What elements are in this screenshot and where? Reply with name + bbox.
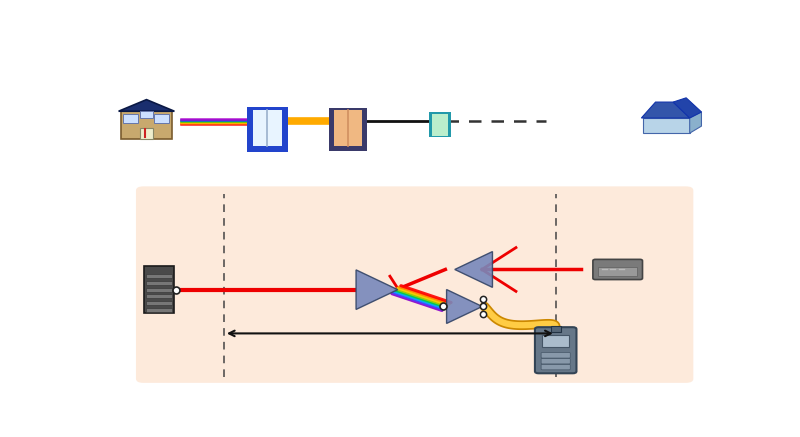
FancyBboxPatch shape	[146, 274, 172, 278]
FancyBboxPatch shape	[146, 301, 172, 305]
FancyBboxPatch shape	[541, 364, 570, 370]
FancyBboxPatch shape	[146, 308, 172, 312]
FancyBboxPatch shape	[121, 111, 172, 139]
Polygon shape	[356, 270, 398, 309]
FancyBboxPatch shape	[535, 327, 577, 373]
FancyBboxPatch shape	[123, 114, 138, 123]
FancyBboxPatch shape	[140, 111, 153, 118]
FancyBboxPatch shape	[432, 114, 448, 136]
FancyBboxPatch shape	[334, 111, 362, 146]
Polygon shape	[690, 112, 702, 133]
FancyBboxPatch shape	[247, 108, 288, 149]
FancyBboxPatch shape	[146, 288, 172, 291]
Polygon shape	[454, 252, 493, 288]
Polygon shape	[118, 100, 174, 111]
FancyBboxPatch shape	[136, 186, 694, 383]
FancyBboxPatch shape	[146, 295, 172, 298]
FancyBboxPatch shape	[330, 108, 366, 149]
FancyBboxPatch shape	[247, 148, 288, 153]
FancyBboxPatch shape	[429, 112, 451, 137]
FancyBboxPatch shape	[541, 353, 570, 358]
FancyBboxPatch shape	[598, 267, 637, 276]
FancyBboxPatch shape	[550, 326, 561, 332]
Polygon shape	[642, 118, 690, 133]
Polygon shape	[673, 98, 702, 118]
FancyBboxPatch shape	[593, 260, 642, 280]
FancyBboxPatch shape	[330, 147, 366, 151]
FancyBboxPatch shape	[541, 358, 570, 364]
FancyBboxPatch shape	[140, 128, 153, 139]
FancyBboxPatch shape	[144, 266, 174, 313]
FancyBboxPatch shape	[542, 335, 569, 347]
Polygon shape	[642, 102, 690, 118]
FancyBboxPatch shape	[154, 114, 169, 123]
FancyBboxPatch shape	[253, 111, 282, 146]
Polygon shape	[446, 290, 482, 323]
FancyBboxPatch shape	[146, 281, 172, 285]
